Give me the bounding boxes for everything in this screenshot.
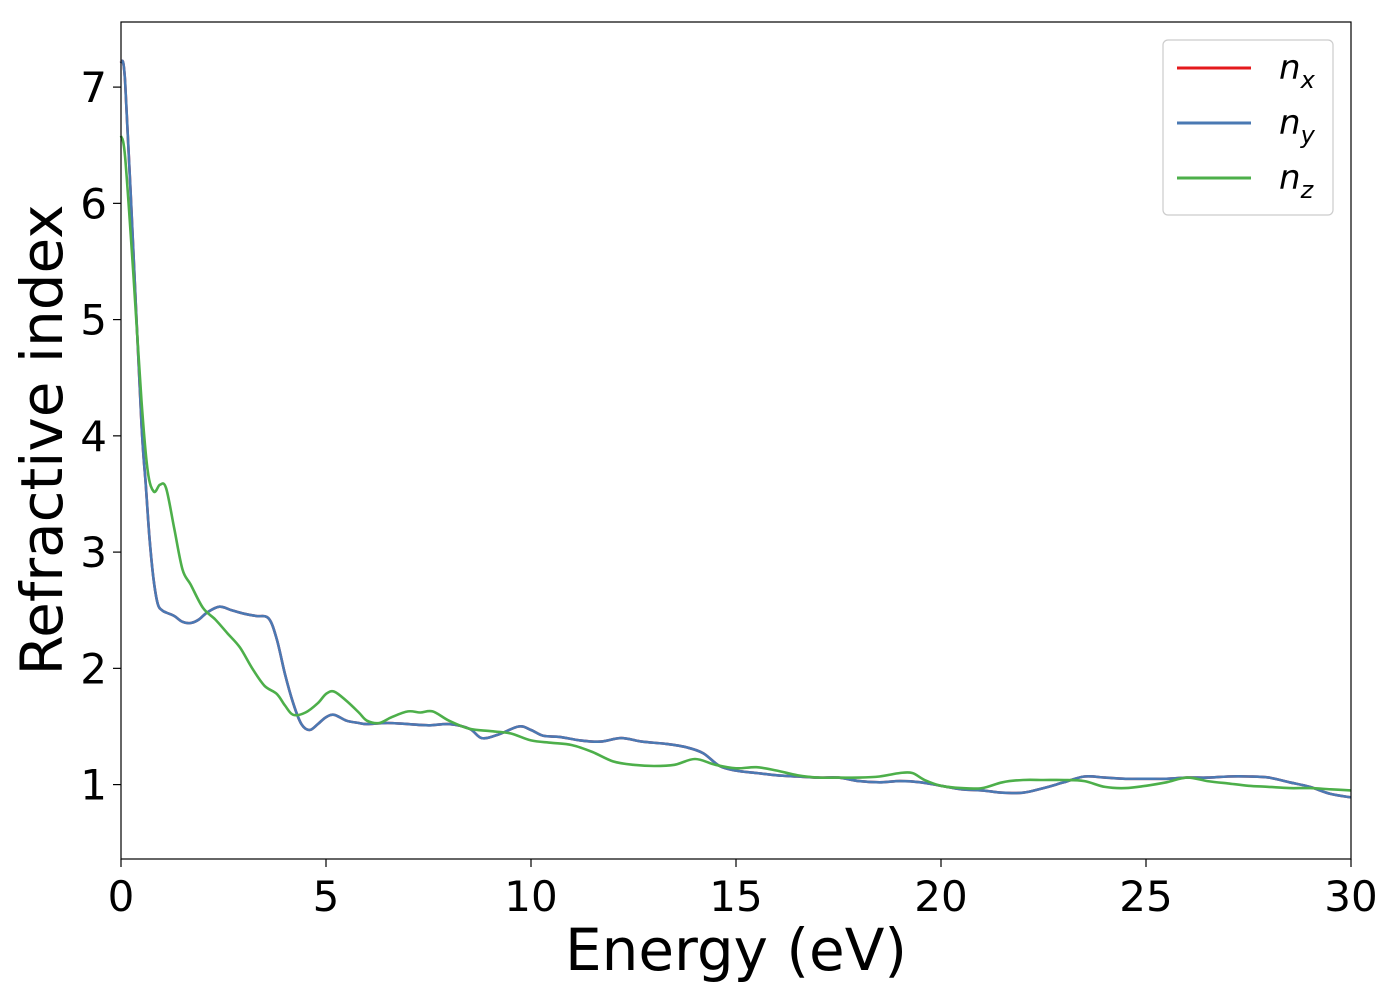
- y-tick-label: 5: [80, 296, 107, 345]
- y-tick-label: 6: [80, 179, 107, 228]
- y-tick-label: 7: [80, 63, 107, 112]
- y-tick-label: 1: [80, 761, 107, 810]
- legend-label-n-x: nx: [1279, 48, 1316, 94]
- x-axis-ticks: 0 5 10 15 20 25 30: [108, 859, 1378, 921]
- x-tick-label: 30: [1324, 872, 1377, 921]
- x-tick-label: 0: [108, 872, 135, 921]
- y-tick-label: 4: [80, 412, 107, 461]
- y-tick-label: 2: [80, 644, 107, 693]
- x-tick-label: 10: [504, 872, 557, 921]
- x-tick-label: 20: [914, 872, 967, 921]
- y-axis-ticks: 1 2 3 4 5 6 7: [80, 63, 121, 810]
- series-layer: [119, 59, 1352, 799]
- legend: nx ny nz: [1162, 39, 1334, 216]
- x-tick-label: 15: [709, 872, 762, 921]
- x-tick-label: 25: [1119, 872, 1172, 921]
- x-tick-label: 5: [313, 872, 340, 921]
- x-axis-title: Energy (eV): [565, 916, 907, 984]
- legend-label-n-y: ny: [1279, 103, 1316, 149]
- legend-label-n-z: nz: [1279, 158, 1315, 204]
- series-line-n-z: [119, 135, 1352, 792]
- y-axis-title: Refractive index: [8, 204, 76, 675]
- y-tick-label: 3: [80, 528, 107, 577]
- legend-box: [1162, 39, 1334, 216]
